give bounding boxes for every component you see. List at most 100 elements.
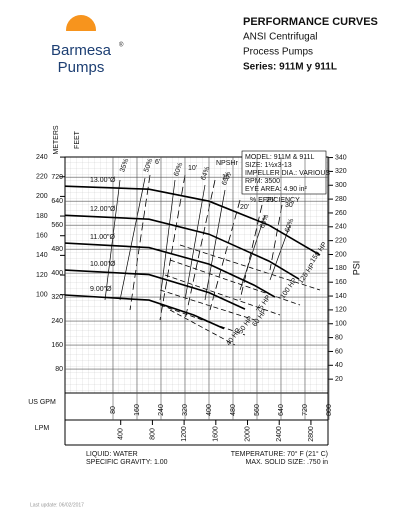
efficiency-title: % EFFICIENCY: [250, 197, 300, 204]
tick-label: 20: [335, 376, 343, 383]
axis-title: PSI: [351, 261, 361, 276]
tick-label: 200: [335, 251, 347, 258]
tick-label: 120: [335, 307, 347, 314]
npsh-label: 10': [188, 165, 197, 172]
tick-label: 180: [36, 213, 48, 220]
tick-label: 340: [335, 154, 347, 161]
title: PERFORMANCE CURVES: [243, 16, 378, 28]
impeller-label: 10.00"Ø: [90, 261, 116, 268]
tick-label: 40: [335, 362, 343, 369]
tick-label: 560: [254, 404, 261, 416]
tick-label: 80: [335, 334, 343, 341]
tick-label: 160: [36, 233, 48, 240]
info-line: MODEL: 911M & 911L: [245, 154, 314, 161]
tick-label: 720: [51, 174, 63, 181]
tick-label: 2800: [308, 426, 315, 442]
efficiency-label: 60%: [284, 218, 295, 234]
subtitle: Process Pumps: [243, 47, 313, 58]
tick-label: 640: [278, 404, 285, 416]
npsh-label: 6': [155, 159, 160, 166]
impeller-label: 9.00"Ø: [90, 286, 112, 293]
tick-label: 300: [335, 182, 347, 189]
logo-sub: Pumps: [58, 59, 105, 76]
tick-label: 800: [326, 404, 333, 416]
tick-label: 260: [335, 210, 347, 217]
tick-label: 280: [335, 196, 347, 203]
info-line: IMPELLER DIA.: VARIOUS: [245, 170, 330, 177]
tick-label: 1600: [213, 426, 220, 442]
tick-label: 2000: [244, 426, 251, 442]
tick-label: 60: [335, 348, 343, 355]
info-line: EYE AREA: 4.90 in²: [245, 186, 308, 193]
footer-text: TEMPERATURE: 70° F (21° C): [231, 450, 328, 458]
plot-area: [64, 156, 329, 394]
axis-title: US GPM: [28, 399, 56, 406]
info-line: SIZE: 1½x3-13: [245, 161, 292, 169]
tick-label: 720: [302, 404, 309, 416]
footer-text: SPECIFIC GRAVITY: 1.00: [86, 459, 168, 466]
npsh-label: 15': [222, 174, 231, 181]
tick-label: 320: [182, 404, 189, 416]
tick-label: 140: [36, 252, 48, 259]
hp-lines: [159, 244, 321, 346]
axis-title: FEET: [74, 130, 81, 149]
tick-label: 100: [36, 292, 48, 299]
tick-label: 100: [335, 321, 347, 328]
tick-label: 180: [335, 265, 347, 272]
npsh-label: 25': [266, 197, 275, 204]
impeller-curve: [64, 214, 300, 280]
efficiency-lines: [104, 177, 291, 301]
efficiency-label: 60%: [173, 162, 184, 178]
tick-label: 220: [36, 174, 48, 181]
tick-label: 240: [335, 224, 347, 231]
tick-label: 320: [335, 168, 347, 175]
tick-label: 240: [51, 318, 63, 325]
tick-label: 560: [51, 222, 63, 229]
impeller-curve: [64, 294, 225, 330]
tick-label: 1200: [181, 426, 188, 442]
tick-label: 160: [51, 342, 63, 349]
tick-label: 400: [118, 428, 125, 440]
impeller-label: 13.00"Ø: [90, 177, 116, 184]
impeller-label: 12.00"Ø: [90, 206, 116, 213]
logo-mask: [64, 31, 98, 47]
efficiency-label: 50%: [143, 158, 154, 174]
tick-label: 200: [36, 193, 48, 200]
series: Series: 911M y 911L: [243, 62, 337, 73]
update-date: Last update: 06/02/2017: [30, 502, 84, 508]
npsh-label: 30': [285, 202, 294, 209]
npsh-label: 20': [240, 204, 249, 211]
npsh-lines: [129, 174, 283, 321]
impeller-curve: [64, 269, 246, 310]
impeller-label: 11.00"Ø: [90, 234, 115, 241]
subtitle: ANSI Centrifugal: [243, 32, 317, 43]
tick-label: 2400: [276, 426, 283, 442]
efficiency-label: 64%: [200, 166, 211, 182]
tick-label: 800: [149, 428, 156, 440]
efficiency-label: 64%: [259, 214, 270, 230]
tick-label: 120: [36, 272, 48, 279]
axis-title: LPM: [35, 425, 50, 432]
tick-label: 640: [51, 198, 63, 205]
tick-label: 160: [335, 279, 347, 286]
tick-label: 480: [51, 246, 63, 253]
info-line: RPM: 3500: [245, 178, 280, 185]
info-box: [241, 150, 327, 195]
tick-label: 400: [51, 270, 63, 277]
npsh-title: NPSHr: [216, 160, 238, 167]
tick-label: 240: [158, 404, 165, 416]
impeller-curve: [64, 185, 321, 256]
logo-name: Barmesa: [51, 42, 112, 59]
footer-text: MAX. SOLID SIZE: .750 in: [246, 459, 329, 466]
impeller-curve: [64, 242, 276, 298]
efficiency-label: 35%: [119, 158, 130, 174]
tick-label: 400: [206, 404, 213, 416]
footer-text: LIQUID: WATER: [86, 451, 138, 458]
tick-label: 220: [335, 237, 347, 244]
tick-label: 320: [51, 294, 63, 301]
efficiency-label: 65%: [221, 171, 232, 187]
axis-title: METERS: [53, 125, 60, 155]
logo-mark: ®: [119, 42, 124, 49]
tick-label: 80: [110, 406, 117, 414]
